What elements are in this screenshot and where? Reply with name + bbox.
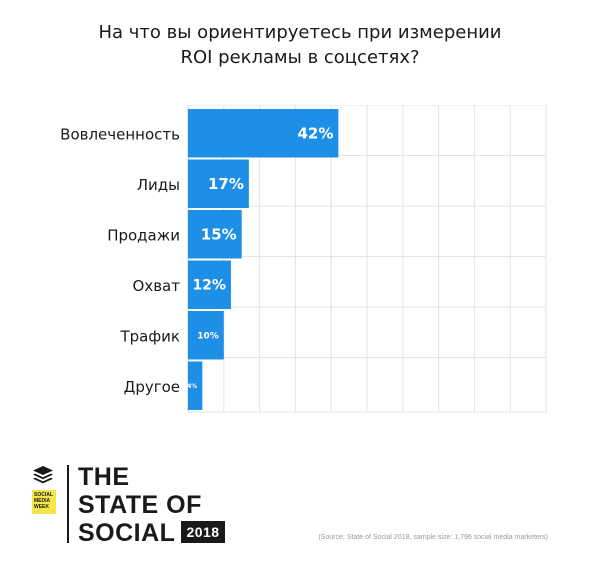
- category-label: Трафик: [119, 327, 180, 345]
- bar-chart: Вовлеченность 42% Лиды 17% Продажи 15% Охват 12…: [60, 105, 547, 413]
- category-label: Вовлеченность: [60, 125, 180, 143]
- badge-line-2: MEDIA: [34, 498, 51, 504]
- chart-title: На что вы ориентируетесь при измерении R…: [0, 20, 600, 70]
- brand-line-3: SOCIAL 2018: [78, 519, 225, 547]
- social-media-week-badge: SOCIAL MEDIA WEEK: [32, 490, 56, 514]
- bar: [188, 109, 339, 158]
- value-label: 42%: [297, 125, 333, 143]
- footer-divider: [67, 465, 69, 543]
- source-note: (Source: State of Social 2018, sample si…: [318, 534, 548, 541]
- category-label: Охват: [133, 277, 181, 295]
- badge-line-1: SOCIAL: [34, 492, 53, 498]
- brand-social-text: SOCIAL: [78, 519, 176, 547]
- value-label: 17%: [208, 175, 244, 193]
- category-label: Другое: [124, 378, 180, 396]
- value-label: 10%: [197, 331, 219, 341]
- state-of-social-logo: THE STATE OF SOCIAL 2018: [78, 463, 225, 547]
- category-label: Продажи: [107, 226, 180, 244]
- brand-line-2: STATE OF: [78, 491, 202, 519]
- chart-title-line-2: ROI рекламы в соцсетях?: [180, 47, 420, 68]
- bar: [188, 210, 242, 259]
- value-label: 15%: [201, 226, 237, 244]
- badge-line-3: WEEK: [34, 504, 49, 510]
- bar: [188, 311, 224, 360]
- chart-title-line-1: На что вы ориентируетесь при измерении: [98, 22, 502, 43]
- bar: [188, 159, 249, 208]
- brand-line-1: THE: [78, 463, 130, 491]
- category-label: Лиды: [137, 176, 180, 194]
- value-label: 4%: [187, 383, 197, 390]
- bar: [188, 260, 231, 309]
- stack-layers-icon: [33, 466, 53, 484]
- year-badge: 2018: [181, 521, 225, 543]
- value-label: 12%: [192, 278, 226, 294]
- bar: [188, 361, 203, 410]
